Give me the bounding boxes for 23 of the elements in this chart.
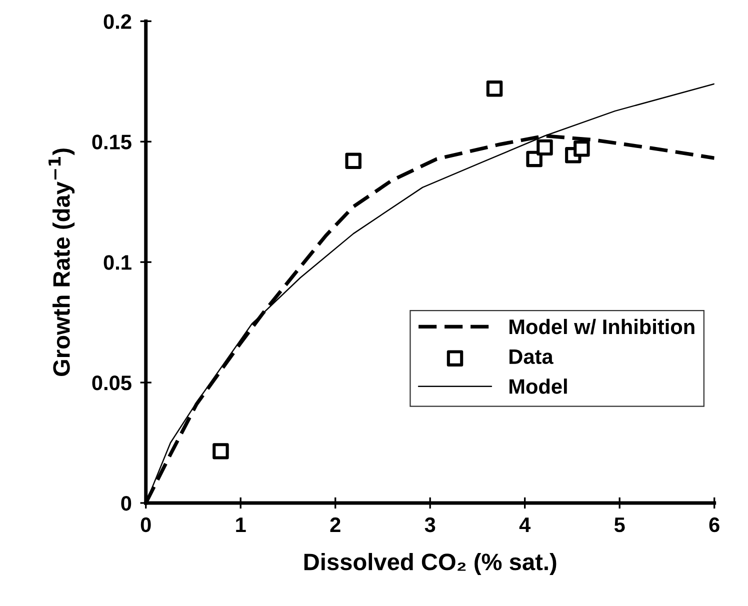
legend-label: Model w/ Inhibition [510,318,694,334]
x-tick-label: 2 [330,517,340,532]
y-tick-label: 0.15 [92,134,132,150]
point [345,152,362,170]
point [574,140,590,157]
y-axis-title: Growth Rate (day$^{−1}$) [48,148,75,376]
x-axis-title: Dissolved CO₂ (% sat.) [304,552,556,575]
x-tick-label: 4 [519,518,531,532]
y-tick-label: 0.05 [92,376,132,390]
legend-label: Model [510,378,567,394]
x-tick-label: 6 [709,517,720,532]
legend-label: Data [510,350,554,364]
point [526,150,542,168]
x-tick-label: 3 [424,517,436,532]
x-tick-label: 1 [236,518,246,532]
point [212,443,229,460]
y-tick-label: 0 [121,496,132,511]
point [536,139,553,156]
x-tick-label: 5 [614,518,625,532]
point [486,80,503,97]
y-tick-label: 0.1 [104,255,132,270]
y-tick-label: 0.2 [104,14,132,29]
x-tick-label: 0 [140,517,151,532]
